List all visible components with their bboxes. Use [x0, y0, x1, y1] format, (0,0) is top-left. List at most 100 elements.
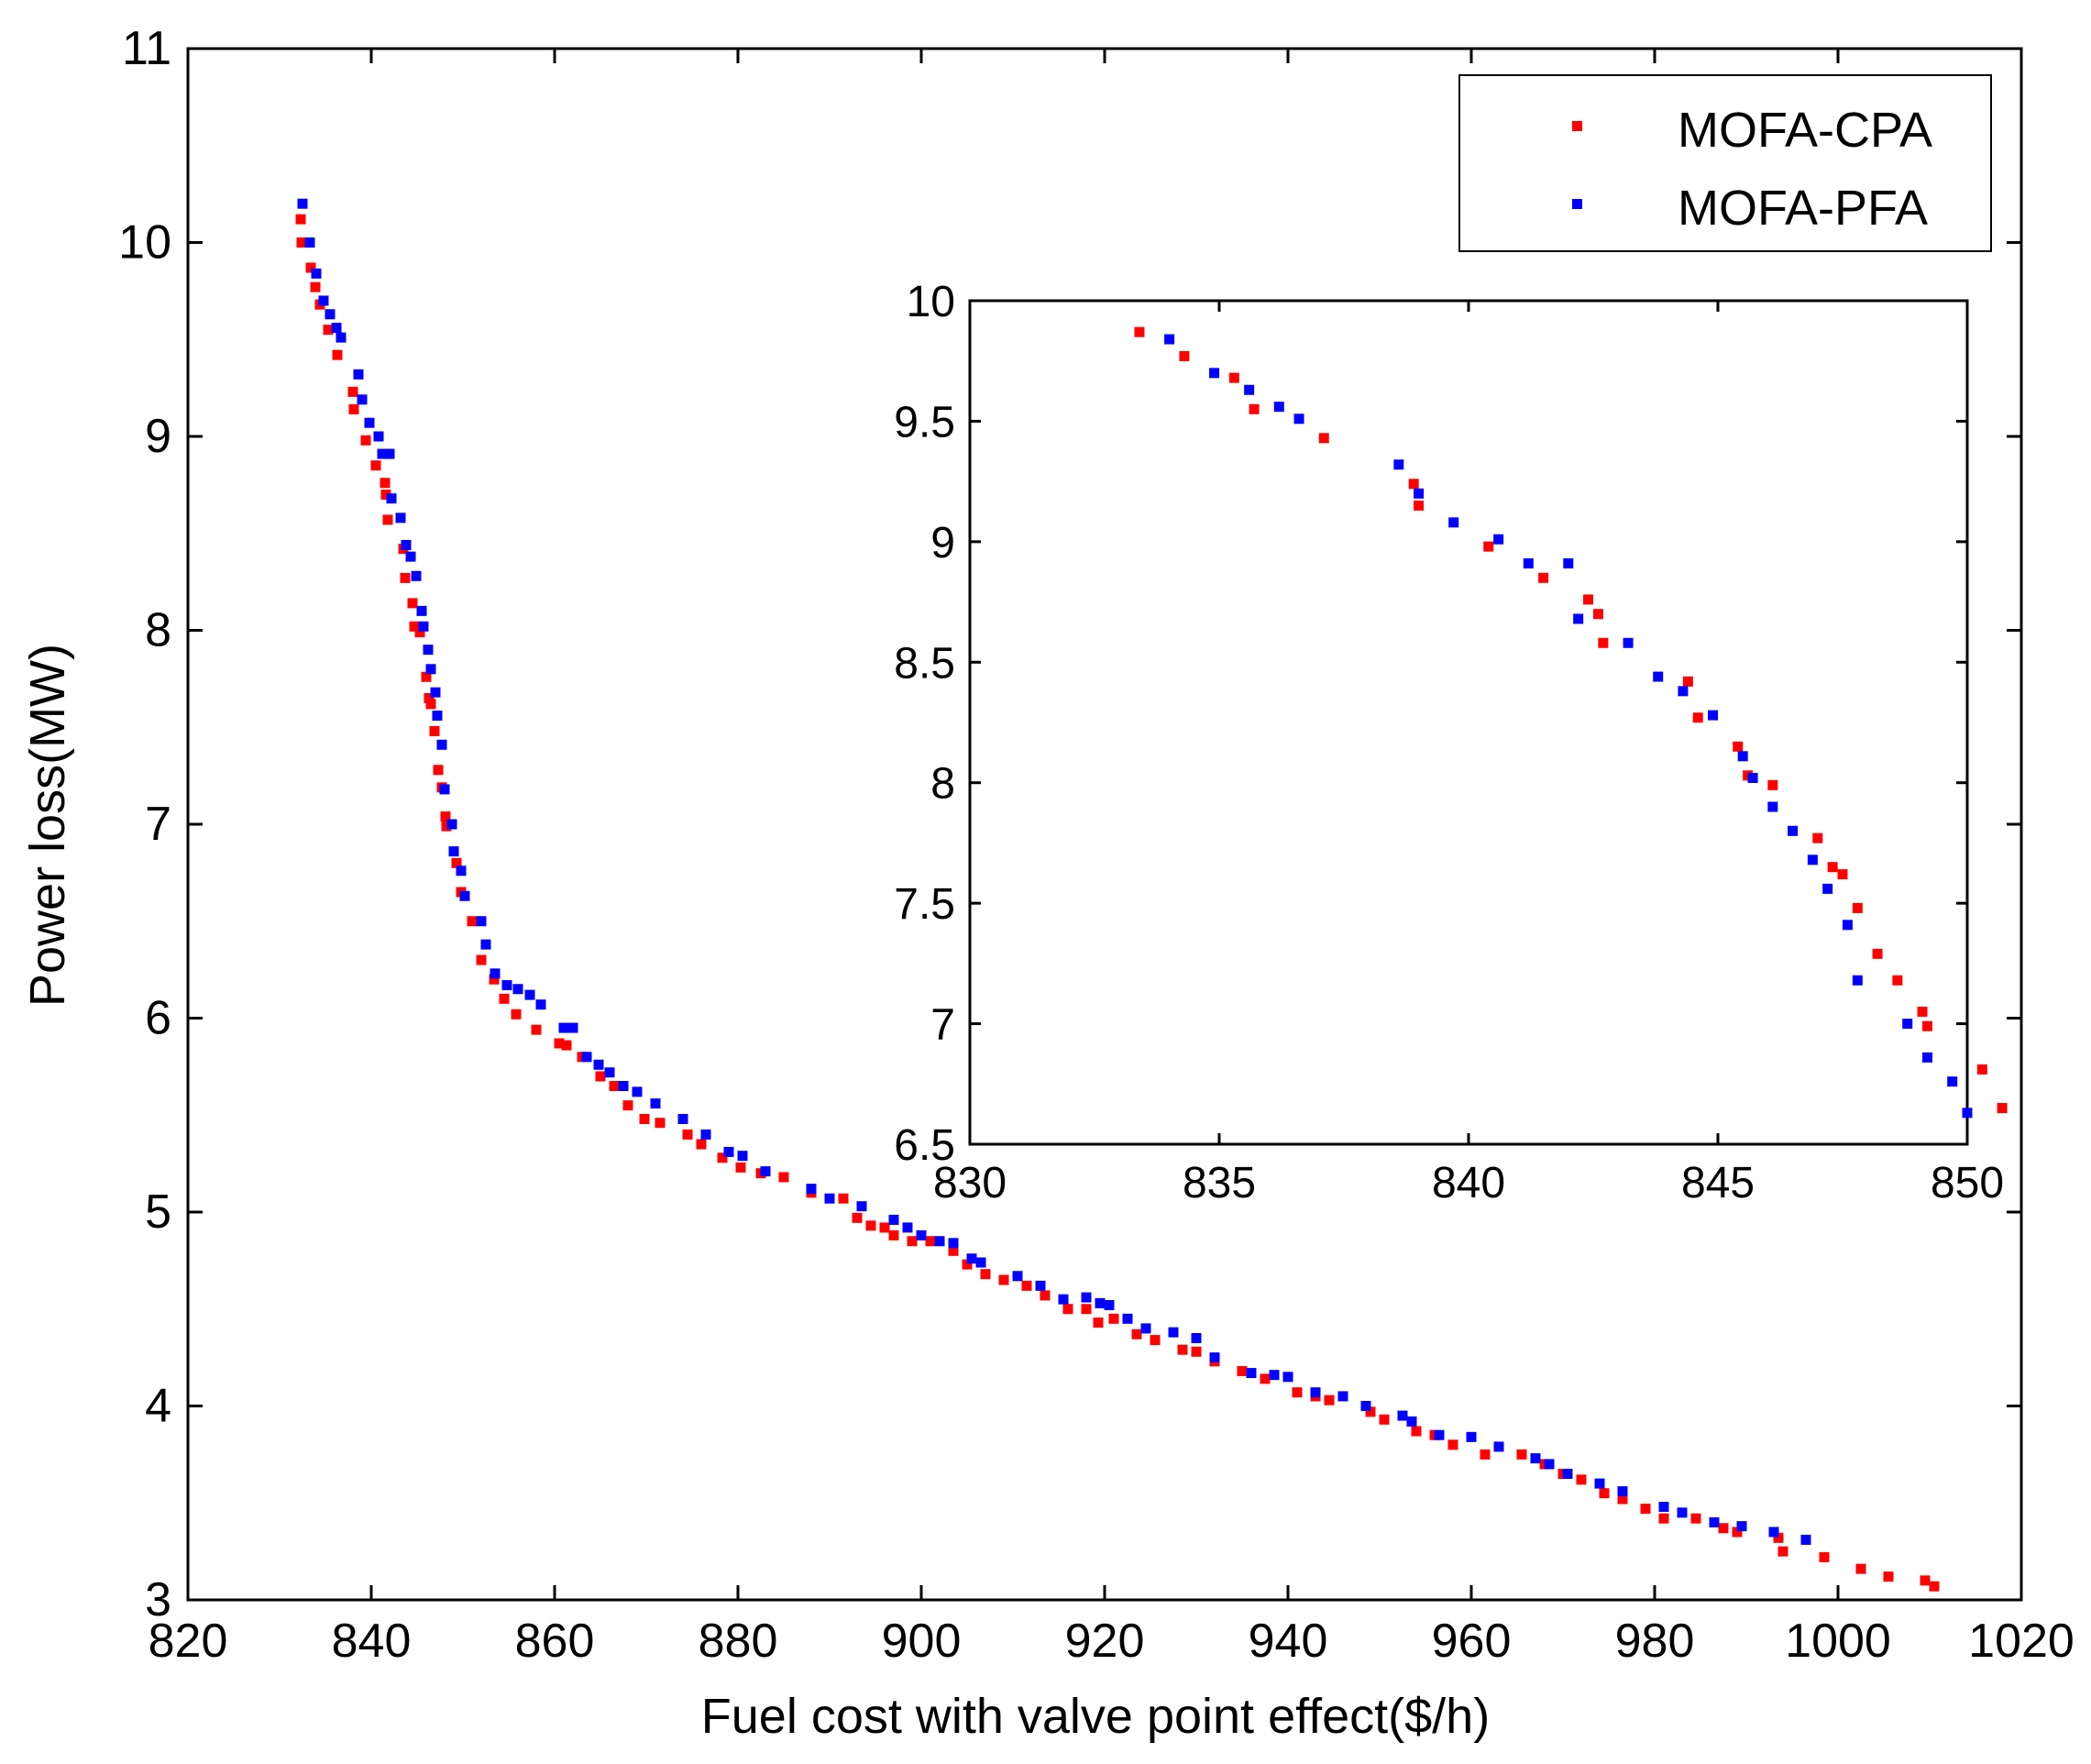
- inset-y-tick-label: 7: [930, 1001, 955, 1050]
- main-point-mofa-cpa: [1773, 1532, 1784, 1543]
- main-point-mofa-pfa: [966, 1253, 977, 1264]
- main-point-mofa-pfa: [501, 980, 512, 991]
- main-point-mofa-cpa: [1040, 1290, 1051, 1301]
- main-point-mofa-cpa: [925, 1236, 936, 1247]
- main-point-mofa-pfa: [411, 570, 422, 581]
- main-x-tick-label: 980: [1615, 1615, 1695, 1668]
- inset-x-tick-label: 830: [933, 1159, 1007, 1207]
- inset-point-mofa-pfa: [1947, 1076, 1958, 1087]
- main-point-mofa-cpa: [998, 1274, 1009, 1285]
- main-point-mofa-pfa: [490, 968, 501, 979]
- main-x-tick-label: 940: [1249, 1615, 1328, 1668]
- inset-point-mofa-pfa: [1273, 402, 1284, 413]
- main-point-mofa-pfa: [439, 784, 450, 795]
- main-point-mofa-cpa: [489, 974, 500, 985]
- main-point-mofa-pfa: [1397, 1410, 1408, 1421]
- main-point-mofa-cpa: [1883, 1571, 1894, 1582]
- main-point-mofa-pfa: [1337, 1391, 1348, 1402]
- main-point-mofa-pfa: [902, 1222, 913, 1233]
- inset-data-points: [1134, 326, 2008, 1119]
- main-point-mofa-pfa: [357, 394, 368, 405]
- main-point-mofa-cpa: [380, 489, 391, 500]
- main-point-mofa-pfa: [331, 323, 342, 334]
- inset-point-mofa-pfa: [1708, 710, 1719, 721]
- inset-point-mofa-pfa: [1842, 920, 1853, 931]
- main-y-tick-label: 9: [145, 410, 171, 463]
- inset-y-tick-label: 8: [930, 760, 955, 809]
- main-point-mofa-pfa: [1434, 1429, 1445, 1440]
- main-point-mofa-pfa: [386, 493, 397, 504]
- main-point-mofa-cpa: [852, 1212, 863, 1223]
- main-point-mofa-cpa: [1516, 1449, 1527, 1460]
- main-point-mofa-pfa: [948, 1238, 959, 1249]
- main-point-mofa-cpa: [1021, 1280, 1032, 1291]
- inset-point-mofa-pfa: [1902, 1019, 1913, 1030]
- main-point-mofa-pfa: [1104, 1300, 1115, 1311]
- main-point-mofa-pfa: [618, 1081, 629, 1092]
- inset-x-tick-label: 840: [1432, 1159, 1505, 1207]
- inset-point-mofa-cpa: [1598, 637, 1609, 648]
- main-point-mofa-cpa: [962, 1259, 973, 1270]
- main-point-mofa-pfa: [1246, 1368, 1257, 1379]
- main-point-mofa-pfa: [1562, 1469, 1573, 1480]
- main-point-mofa-pfa: [418, 621, 429, 632]
- main-point-mofa-pfa: [1191, 1332, 1202, 1343]
- main-point-mofa-pfa: [806, 1184, 817, 1195]
- main-point-mofa-cpa: [1324, 1395, 1335, 1406]
- main-point-mofa-pfa: [581, 1052, 592, 1063]
- x-axis-title: Fuel cost with valve point effect($/h): [701, 1689, 1490, 1744]
- main-point-mofa-cpa: [360, 435, 371, 446]
- main-point-mofa-cpa: [511, 1009, 522, 1020]
- main-point-mofa-pfa: [1035, 1280, 1046, 1291]
- inset-point-mofa-cpa: [1583, 594, 1594, 605]
- main-point-mofa-cpa: [1929, 1581, 1940, 1592]
- inset-plot-frame: [968, 299, 1969, 1146]
- main-point-mofa-pfa: [459, 890, 470, 901]
- legend-label-pfa: MOFA-PFA: [1678, 181, 1928, 236]
- main-point-mofa-pfa: [677, 1113, 688, 1124]
- inset-point-mofa-pfa: [1852, 975, 1863, 986]
- main-y-tick-label: 7: [145, 798, 171, 851]
- main-point-mofa-cpa: [1690, 1513, 1701, 1524]
- main-x-tick-label: 1020: [1968, 1615, 2074, 1668]
- main-point-mofa-cpa: [1920, 1575, 1931, 1586]
- inset-point-mofa-cpa: [1997, 1103, 2008, 1114]
- main-point-mofa-pfa: [824, 1193, 835, 1204]
- inset-x-tick-label: 850: [1931, 1159, 2004, 1207]
- main-point-mofa-cpa: [622, 1100, 633, 1111]
- main-point-mofa-pfa: [297, 198, 308, 209]
- inset-point-mofa-pfa: [1788, 825, 1799, 836]
- main-point-mofa-cpa: [296, 237, 307, 248]
- main-axis-ticks: 820 840 860 880 900 920 940 960 980 1000 1020 3 4 5 6 7…: [118, 22, 2074, 1668]
- main-x-tick-label: 860: [515, 1615, 595, 1668]
- main-point-mofa-cpa: [347, 386, 358, 397]
- main-point-mofa-cpa: [414, 627, 425, 638]
- inset-point-mofa-cpa: [1812, 832, 1823, 843]
- inset-point-mofa-pfa: [1747, 772, 1758, 783]
- main-point-mofa-pfa: [1406, 1416, 1417, 1427]
- main-point-mofa-cpa: [332, 349, 343, 360]
- main-point-mofa-cpa: [682, 1129, 693, 1140]
- main-point-mofa-pfa: [1081, 1292, 1092, 1303]
- main-point-mofa-cpa: [1108, 1313, 1119, 1324]
- main-point-mofa-cpa: [1855, 1563, 1866, 1574]
- main-point-mofa-cpa: [1150, 1335, 1161, 1346]
- main-point-mofa-pfa: [1530, 1453, 1541, 1464]
- inset-point-mofa-cpa: [1592, 609, 1603, 620]
- main-point-mofa-cpa: [467, 916, 478, 927]
- main-point-mofa-cpa: [561, 1040, 572, 1051]
- main-point-mofa-cpa: [421, 671, 432, 682]
- main-point-mofa-pfa: [311, 268, 322, 279]
- main-point-mofa-cpa: [1062, 1304, 1073, 1315]
- inset-y-tick-label: 9: [930, 519, 955, 568]
- main-point-mofa-cpa: [595, 1071, 606, 1082]
- main-point-mofa-cpa: [1131, 1329, 1142, 1340]
- main-point-mofa-cpa: [838, 1193, 849, 1204]
- main-point-mofa-cpa: [1640, 1504, 1651, 1515]
- main-point-mofa-cpa: [380, 478, 391, 489]
- main-point-mofa-pfa: [1310, 1387, 1321, 1398]
- main-point-mofa-pfa: [304, 237, 315, 248]
- main-point-mofa-pfa: [423, 645, 434, 656]
- legend-box: [1458, 74, 1992, 252]
- main-x-tick-label: 820: [149, 1615, 228, 1668]
